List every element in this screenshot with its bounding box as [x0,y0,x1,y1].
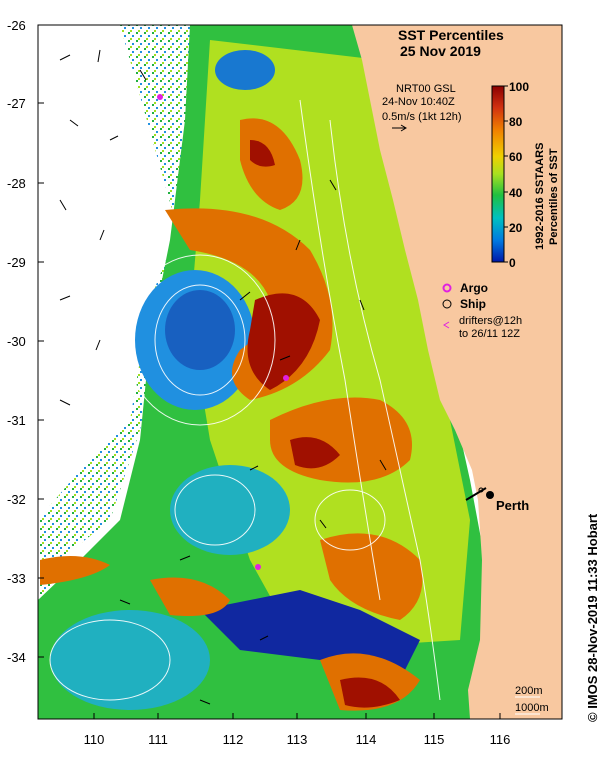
colorbar-tick: 0 [509,256,516,270]
legend: Argo Ship drifters@12h to 26/11 12Z [442,281,522,340]
ship-icon [442,299,452,309]
city-label: Perth [496,498,529,513]
drifter-icon [443,321,450,329]
argo-icon [442,283,452,293]
map-title: SST Percentiles [398,27,504,43]
isobath-200-label: 200m [515,685,543,697]
map-date: 25 Nov 2019 [400,43,481,59]
arrow-right-icon [392,124,407,132]
lon-label: 113 [287,732,308,747]
sst-field [38,25,562,719]
lon-axis: 110 111 112 113 114 115 116 [84,713,511,747]
colorbar-tick: 40 [509,186,523,200]
lat-label: -33 [7,571,26,586]
lat-label: -31 [7,413,26,428]
lon-label: 111 [148,732,168,747]
colorbar-label: Percentiles of SST [548,148,560,245]
colorbar-tick: 20 [509,221,523,235]
lat-label: -34 [7,650,26,665]
lon-label: 114 [356,732,377,747]
current-source: NRT00 GSL [396,83,456,95]
lon-label: 112 [223,732,244,747]
colorbar-tick: 60 [509,150,523,164]
lat-axis: -26 -27 -28 -29 -30 -31 -32 -33 -34 [7,18,44,665]
colorbar-label: 1992-2016 SSTAARS [534,143,546,250]
lat-label: -29 [7,255,26,270]
lat-label: -26 [7,18,26,33]
isobath-1000-label: 1000m [515,702,549,714]
legend-drifters-window: to 26/11 12Z [459,328,520,340]
perth-marker [465,487,494,501]
current-time: 24-Nov 10:40Z [382,96,455,108]
plot-frame [37,24,563,720]
lon-label: 115 [424,732,445,747]
lon-label: 116 [490,732,511,747]
lat-label: -32 [7,492,26,507]
credit-text: © IMOS 28-Nov-2019 11:33 Hobart [585,513,600,722]
legend-ship-label: Ship [460,297,486,311]
lat-label: -28 [7,176,26,191]
lat-label: -30 [7,334,26,349]
current-scale: 0.5m/s (1kt 12h) [382,111,461,123]
lon-label: 110 [84,732,105,747]
colorbar-tick: 100 [509,80,529,94]
legend-drifters-label: drifters@12h [459,315,522,327]
lat-label: -27 [7,96,26,111]
colorbar: 100 80 60 40 20 0 1992-2016 SSTAARS Perc… [491,80,560,270]
legend-argo-label: Argo [460,281,488,295]
colorbar-tick: 80 [509,115,523,129]
argo-markers [157,94,289,570]
